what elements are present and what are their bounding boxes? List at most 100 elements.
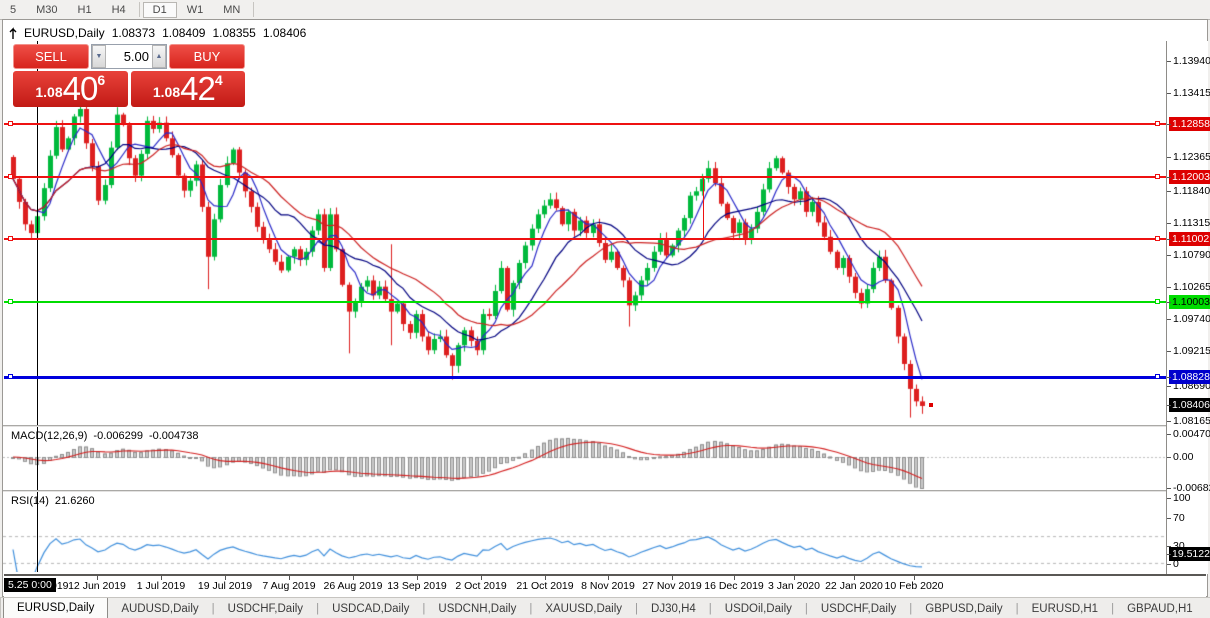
time-axis-label: 2 Oct 2019 [455, 580, 507, 592]
price-axis-label: 1.11315 [1173, 217, 1210, 229]
macd-rsi-separator[interactable] [3, 490, 1207, 492]
bottom-tab-eurusd-h1[interactable]: EURUSD,H1 [1031, 602, 1099, 615]
volume-decrease-button[interactable]: ▼ [92, 45, 106, 68]
time-axis-label: 13 Sep 2019 [387, 580, 447, 592]
horizontal-line-1.11002[interactable] [4, 238, 1166, 240]
chart-title-row: EURUSD,Daily 1.08373 1.08409 1.08355 1.0… [9, 25, 306, 41]
bottom-tab-usdoil-daily[interactable]: USDOil,Daily [724, 602, 792, 615]
time-axis-tick [914, 576, 915, 580]
ohlc-close: 1.08406 [262, 26, 307, 40]
axis-tick-mark [1167, 177, 1171, 178]
horizontal-line-1.08828[interactable] [4, 375, 1166, 379]
axis-tick-mark [1167, 554, 1171, 555]
timeframe-button-h4[interactable]: H4 [111, 3, 126, 16]
timeframe-button-5[interactable]: 5 [10, 3, 17, 16]
time-axis[interactable]: 5.25 0:00 019 12 Jun 2019 1 Jul 2019 19 Ju… [4, 574, 1206, 598]
macd-panel-canvas[interactable] [3, 427, 1166, 490]
chart-macd-separator[interactable] [3, 425, 1207, 427]
macd-main-value: -0.006299 [93, 430, 143, 442]
time-axis-label: 12 Jun 2019 [68, 580, 126, 592]
line-endpoint-handle[interactable] [1155, 121, 1160, 126]
axis-tick-mark [1167, 302, 1171, 303]
price-line-badge-1.12858: 1.12858 [1169, 117, 1210, 131]
bottom-tab-usdchf-daily[interactable]: USDCHF,Daily [820, 602, 897, 615]
bottom-tab-gbpaud-h1[interactable]: GBPAUD,H1 [1127, 602, 1193, 615]
tab-separator: | [909, 602, 913, 615]
sell-price-pip: 6 [97, 72, 106, 88]
timeframe-button-h1[interactable]: H1 [77, 3, 92, 16]
price-axis-label: 100 [1173, 492, 1191, 504]
vertical-line-object[interactable] [37, 41, 38, 425]
bottom-tab-eurusd-daily[interactable]: EURUSD,Daily [3, 598, 109, 618]
bottom-tab-gbpusd-daily[interactable]: GBPUSD,Daily [925, 602, 1003, 615]
line-endpoint-handle[interactable] [8, 121, 13, 126]
ohlc-open: 1.08373 [111, 26, 156, 40]
axis-tick-mark [1167, 191, 1171, 192]
rsi-panel-canvas[interactable] [3, 492, 1166, 572]
price-line-badge-1.08828: 1.08828 [1169, 370, 1210, 384]
axis-tick-mark [1167, 223, 1171, 224]
tab-separator: | [804, 602, 808, 615]
line-endpoint-handle[interactable] [1155, 299, 1160, 304]
buy-button[interactable]: BUY [169, 44, 245, 69]
bottom-tab-xauusd-daily[interactable]: XAUUSD,Daily [545, 602, 623, 615]
sell-price-box[interactable]: 1.08 40 6 [13, 71, 128, 107]
price-axis[interactable]: 1.13940 1.13415 1.12365 1.11840 1.11315 1.107… [1166, 41, 1210, 574]
time-axis-tick [608, 576, 609, 580]
sell-price-big: 40 [62, 70, 99, 107]
bottom-tab-usdchf-daily[interactable]: USDCHF,Daily [227, 602, 304, 615]
chart-cursor-icon [9, 26, 19, 40]
vertical-line-object[interactable] [37, 427, 38, 490]
volume-input[interactable] [106, 45, 152, 68]
line-endpoint-handle[interactable] [1155, 236, 1160, 241]
timeframe-button-w1[interactable]: W1 [186, 3, 204, 16]
vertical-segment-object[interactable] [703, 177, 704, 239]
price-axis-label: 1.13940 [1173, 55, 1210, 67]
tab-separator: | [1111, 602, 1115, 615]
timeframe-button-mn[interactable]: MN [223, 3, 241, 16]
timeframe-button-d1[interactable]: D1 [142, 1, 177, 18]
bottom-tab-audusd-daily[interactable]: AUDUSD,Daily [121, 602, 199, 615]
vertical-line-object[interactable] [37, 492, 38, 572]
axis-tick-mark [1167, 157, 1171, 158]
timeframe-toolbar[interactable]: 5 M30 H1 H4 D1 W1 MN [0, 0, 1210, 20]
current-price-badge: 1.08406 [1169, 398, 1210, 412]
timeframe-button-m30[interactable]: M30 [36, 3, 58, 16]
horizontal-line-1.10003[interactable] [4, 301, 1166, 303]
line-endpoint-handle[interactable] [8, 236, 13, 241]
buy-price-box[interactable]: 1.08 42 4 [130, 70, 245, 107]
horizontal-line-1.12858[interactable] [4, 123, 1166, 125]
line-endpoint-handle[interactable] [8, 299, 13, 304]
axis-tick-mark [1167, 93, 1171, 94]
sell-button[interactable]: SELL [13, 44, 89, 69]
time-axis-label: 1 Jul 2019 [136, 580, 186, 592]
bottom-tab-usdcnh-daily[interactable]: USDCNH,Daily [438, 602, 517, 615]
bottom-tab-usdcad-daily[interactable]: USDCAD,Daily [332, 602, 410, 615]
line-endpoint-handle[interactable] [8, 374, 13, 379]
axis-tick-mark [1167, 421, 1171, 422]
line-endpoint-handle[interactable] [1155, 374, 1160, 379]
tab-separator: | [529, 602, 533, 615]
buy-price-big: 42 [180, 70, 216, 107]
line-endpoint-handle[interactable] [1155, 174, 1160, 179]
horizontal-line-1.12003[interactable] [4, 176, 1166, 178]
rsi-name: RSI(14) [11, 495, 49, 507]
price-axis-label: 1.11840 [1173, 185, 1210, 197]
volume-increase-button[interactable]: ▲ [152, 45, 166, 68]
chart-window: EURUSD,Daily 1.08373 1.08409 1.08355 1.0… [2, 19, 1210, 598]
time-axis-label: 8 Nov 2019 [581, 580, 635, 592]
bottom-tab-dj30-h4[interactable]: DJ30,H4 [651, 602, 696, 615]
time-axis-label: 27 Nov 2019 [642, 580, 702, 592]
volume-spinner: ▼ ▲ [91, 44, 167, 69]
price-line-badge-1.11002: 1.11002 [1169, 232, 1210, 246]
price-axis-label: 1.13415 [1173, 87, 1210, 99]
tab-separator: | [635, 602, 639, 615]
macd-signal-value: -0.004738 [148, 430, 199, 442]
line-endpoint-handle[interactable] [8, 174, 13, 179]
time-axis-tick [794, 576, 795, 580]
time-axis-tick [161, 576, 162, 580]
time-axis-tick [353, 576, 354, 580]
price-axis-label: 1.10790 [1173, 249, 1210, 261]
price-axis-label: 30 [1173, 540, 1185, 552]
